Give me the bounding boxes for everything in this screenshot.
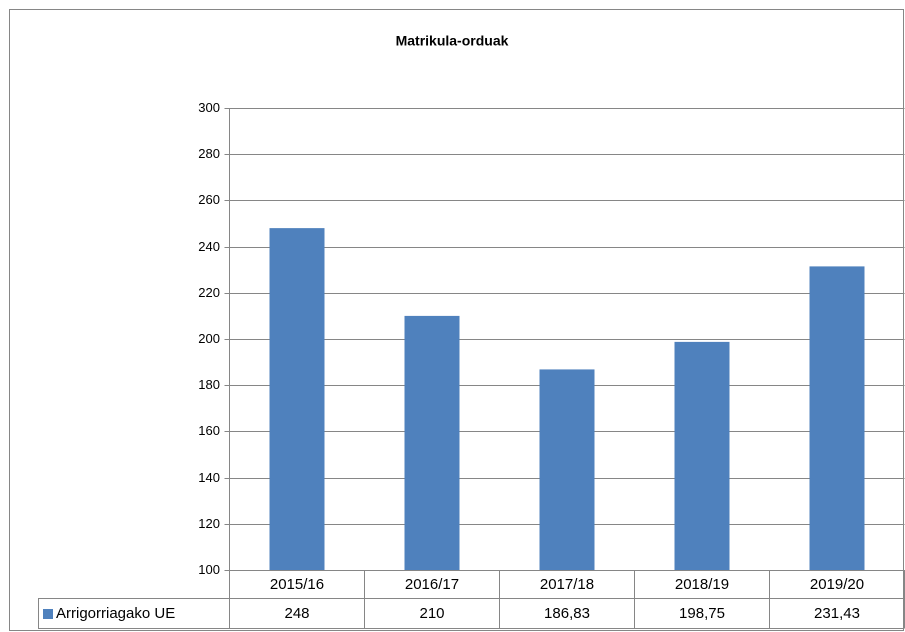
y-tick-label: 260 [198,192,220,207]
data-table-value: 231,43 [814,605,860,622]
chart-title: Matrikula-orduak [396,33,509,49]
bar [269,228,325,570]
data-table-value: 248 [284,605,309,622]
x-tick-label: 2018/19 [675,576,729,593]
y-tick-label: 220 [198,285,220,300]
y-tick-label: 240 [198,239,220,254]
data-table-value: 186,83 [544,605,590,622]
y-tick-label: 120 [198,516,220,531]
x-tick-label: 2016/17 [405,576,459,593]
data-table-value: 210 [419,605,444,622]
legend-label: Arrigorriagako UE [56,605,175,622]
y-tick-label: 200 [198,331,220,346]
legend-key [43,609,53,619]
bar [809,266,865,570]
x-tick-label: 2017/18 [540,576,594,593]
x-tick-label: 2015/16 [270,576,324,593]
y-tick-label: 160 [198,423,220,438]
y-tick-label: 140 [198,470,220,485]
y-tick-label: 100 [198,562,220,577]
y-tick-label: 280 [198,146,220,161]
data-table-value: 198,75 [679,605,725,622]
x-tick-label: 2019/20 [810,576,864,593]
bar [539,369,595,570]
y-tick-label: 300 [198,100,220,115]
bar [674,341,730,570]
y-tick-label: 180 [198,377,220,392]
bar [404,315,460,570]
